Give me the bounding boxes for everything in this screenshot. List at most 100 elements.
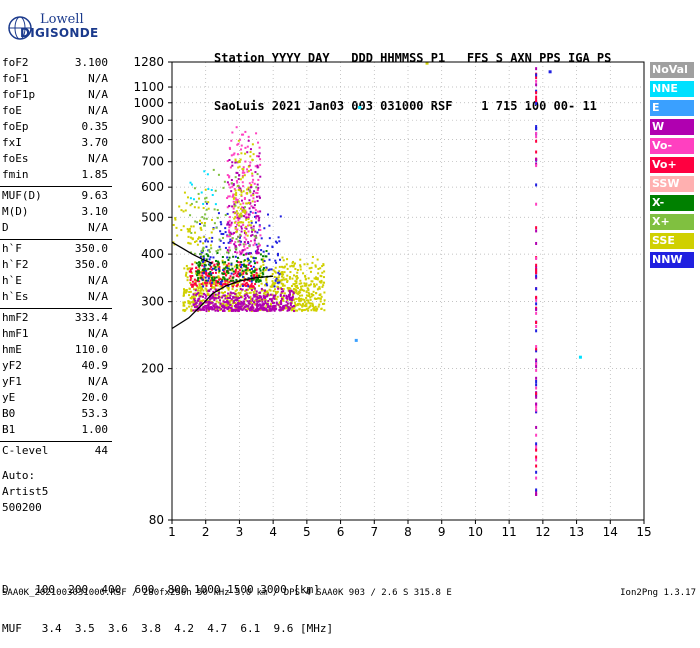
echo-point (258, 296, 261, 299)
echo-point (231, 237, 234, 240)
echo-point (243, 206, 246, 209)
echo-point (204, 304, 207, 307)
echo-point (196, 289, 199, 292)
echo-point (254, 234, 257, 237)
echo-point (210, 306, 213, 309)
ionogram-chart: 1 2 3 4 5 6 7 8 9 10 11 12 13 14 158020030040050060070… (133, 55, 651, 539)
echo-point (190, 225, 193, 228)
echo-point (209, 282, 212, 285)
echo-point (273, 297, 276, 300)
echo-point (302, 303, 305, 306)
echo-point (233, 221, 236, 224)
echo-point (236, 261, 239, 264)
echo-point (267, 213, 270, 216)
echo-point (237, 188, 240, 191)
echo-point (232, 276, 235, 279)
echo-point (247, 186, 250, 189)
echo-point (291, 309, 294, 312)
echo-point (271, 302, 274, 305)
echo-point (239, 189, 242, 192)
echo-point (258, 307, 261, 310)
echo-point (268, 288, 271, 291)
echo-point (249, 252, 252, 255)
echo-point (238, 236, 241, 239)
echo-point (307, 301, 310, 304)
echo-point (309, 298, 312, 301)
echo-point (228, 226, 231, 229)
echo-point (274, 304, 277, 307)
echo-point (221, 280, 224, 283)
echo-point (198, 267, 201, 270)
echo-point (202, 242, 205, 245)
echo-point (207, 307, 210, 310)
auto-version: 500200 (2, 501, 42, 514)
echo-point (208, 267, 211, 270)
echo-point (304, 284, 307, 287)
echo-point (242, 253, 245, 256)
echo-point (265, 266, 268, 269)
echo-point (206, 254, 209, 257)
echo-point (274, 271, 277, 274)
echo-point (213, 267, 216, 270)
echo-point (210, 272, 213, 275)
echo-point (208, 248, 211, 251)
echo-point (255, 132, 258, 135)
echo-point (216, 288, 219, 291)
echo-point (184, 274, 187, 277)
echo-point (193, 206, 196, 209)
echo-point (222, 242, 225, 245)
echo-point (249, 298, 252, 301)
echo-point (204, 283, 207, 286)
echo-point (255, 308, 258, 311)
echo-point (192, 225, 195, 228)
echo-point (245, 284, 248, 287)
echo-point (227, 284, 230, 287)
echo-point (234, 189, 237, 192)
echo-point (242, 208, 245, 211)
echo-point (276, 295, 279, 298)
echo-point (227, 286, 230, 289)
echo-point (190, 309, 193, 312)
echo-point (292, 310, 295, 313)
echo-point (302, 272, 305, 275)
echo-point (256, 188, 259, 191)
echo-point (249, 224, 252, 227)
echo-point (232, 207, 235, 210)
echo-point (205, 253, 208, 256)
echo-point (213, 264, 216, 267)
echo-point (262, 302, 265, 305)
interference-point (535, 135, 538, 139)
echo-point (288, 291, 291, 294)
echo-point (235, 210, 238, 213)
interference-point (535, 67, 538, 71)
echo-point (250, 255, 253, 258)
echo-point (271, 272, 274, 275)
echo-point (203, 224, 206, 227)
echo-point (204, 301, 207, 304)
interference-point (535, 276, 538, 280)
interference-point (535, 488, 538, 492)
echo-point (227, 262, 230, 265)
echo-point (257, 245, 260, 248)
echo-point (226, 298, 229, 301)
echo-point (256, 231, 259, 234)
echo-point (241, 249, 244, 252)
echo-point (288, 276, 291, 279)
param-value: N/A (88, 72, 108, 85)
echo-point (194, 292, 197, 295)
echo-point (274, 259, 277, 262)
echo-point (226, 307, 229, 310)
echo-point (193, 298, 196, 301)
interference-point (535, 73, 538, 77)
echo-point (239, 305, 242, 308)
echo-point (238, 215, 241, 218)
echo-point (199, 240, 202, 243)
echo-point (295, 282, 298, 285)
echo-point (237, 161, 240, 164)
param-name: foF2 (2, 56, 29, 69)
echo-point (194, 220, 197, 223)
echo-point (260, 287, 263, 290)
echo-point (237, 275, 240, 278)
echo-point (240, 144, 243, 147)
echo-point (236, 198, 239, 201)
